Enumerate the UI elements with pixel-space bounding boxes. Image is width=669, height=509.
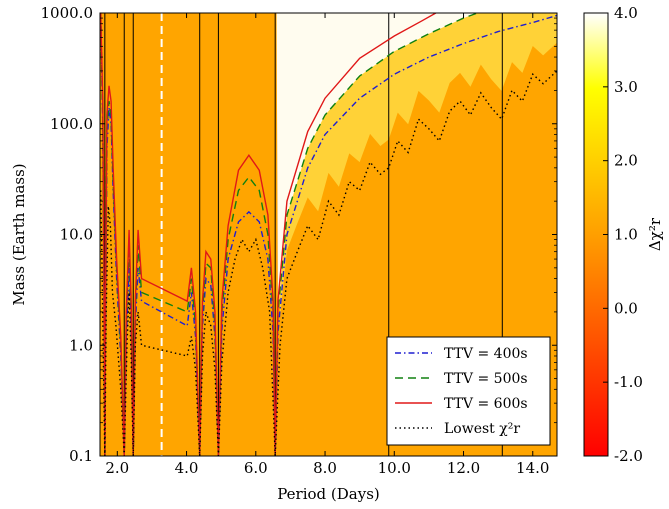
- series-line-3: [100, 70, 557, 456]
- colorbar-tick-label-5: 3.0: [614, 78, 638, 96]
- x-axis-label: Period (Days): [277, 485, 380, 503]
- colorbar-tick-label-1: -1.0: [614, 373, 643, 391]
- legend-box: [386, 336, 551, 446]
- legend-label-2: TTV = 600s: [444, 396, 528, 412]
- colorbar-tick-label-4: 2.0: [614, 152, 638, 170]
- y-tick-label-4: 1000.0: [41, 4, 94, 22]
- colorbar-label: Δχ²r: [646, 217, 664, 251]
- plot-area: [100, 13, 557, 456]
- x-tick-label-1: 4.0: [175, 459, 199, 477]
- x-tick-label-0: 2.0: [105, 459, 129, 477]
- x-tick-label-5: 12.0: [447, 459, 480, 477]
- legend-label-0: TTV = 400s: [444, 346, 528, 362]
- x-tick-label-6: 14.0: [516, 459, 549, 477]
- y-tick-label-0: 0.1: [69, 447, 93, 465]
- colorbar-tick-label-3: 1.0: [614, 226, 638, 244]
- series-line-2: [100, 13, 437, 456]
- x-tick-label-4: 10.0: [378, 459, 411, 477]
- axes: 2.0 4.0 6.0 8.0 10.0 12.0 14.0 0.1 1.0 10.0 100.0 1…: [10, 4, 558, 503]
- legend-label-3: Lowest χ²r: [444, 421, 520, 437]
- x-tick-label-3: 8.0: [313, 459, 337, 477]
- y-tick-label-1: 1.0: [69, 336, 93, 354]
- colorbar-tick-label-0: -2.0: [614, 447, 643, 465]
- y-tick-label-3: 100.0: [50, 115, 93, 133]
- legend: TTV = 400s TTV = 500s TTV = 600s Lowest χ²r: [386, 336, 551, 446]
- heatmap-white-region: [276, 13, 478, 312]
- x-tick-label-2: 6.0: [244, 459, 268, 477]
- legend-label-1: TTV = 500s: [444, 371, 528, 387]
- colorbar: -2.0 -1.0 0.0 1.0 2.0 3.0 4.0 Δχ²r: [583, 4, 664, 465]
- plot-clip-group: [100, 13, 557, 456]
- y-tick-label-2: 10.0: [60, 226, 93, 244]
- colorbar-tick-label-2: 0.0: [614, 299, 638, 317]
- y-axis-label: Mass (Earth mass): [10, 163, 28, 305]
- colorbar-tick-label-6: 4.0: [614, 4, 638, 22]
